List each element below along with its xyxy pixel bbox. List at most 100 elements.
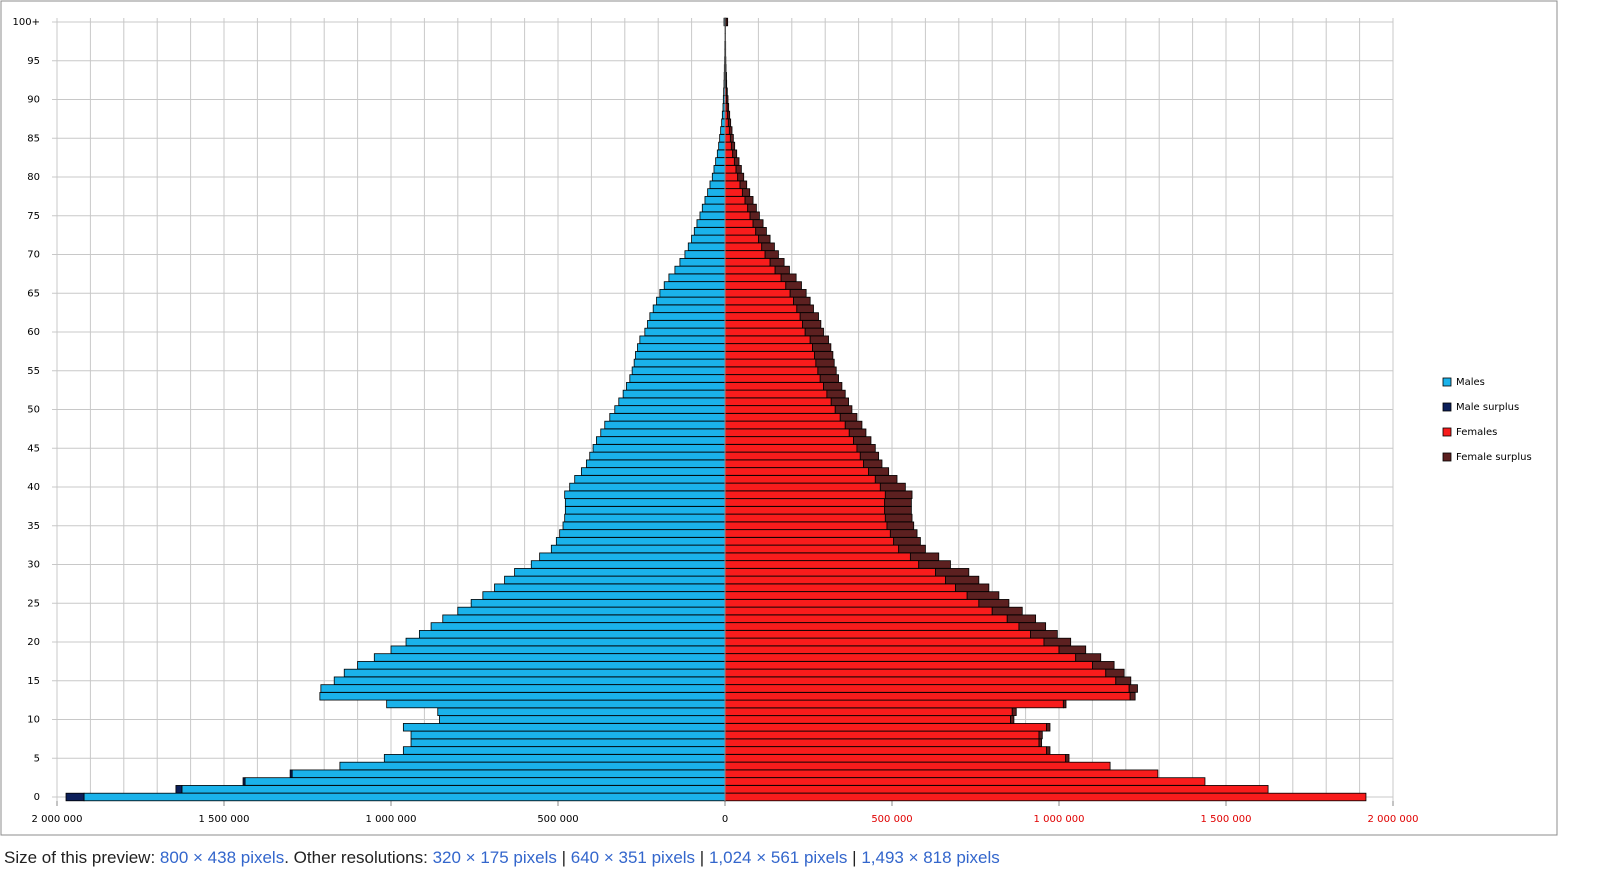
bar — [696, 219, 726, 228]
bar — [724, 327, 806, 337]
y-tick-label: 25 — [27, 598, 40, 609]
bar — [724, 343, 813, 352]
bar — [853, 436, 872, 445]
bar — [724, 490, 886, 499]
bar — [758, 234, 771, 244]
bar — [592, 444, 726, 453]
legend-swatch — [1442, 402, 1452, 412]
bar — [724, 699, 1064, 709]
bar — [735, 165, 742, 174]
bar — [724, 413, 841, 422]
bar — [564, 506, 726, 515]
bar — [724, 715, 1011, 724]
caption-other-label: . Other resolutions: — [284, 848, 428, 867]
bar — [724, 707, 1013, 716]
bar — [724, 289, 791, 298]
bar — [724, 203, 749, 213]
bar — [886, 521, 915, 530]
bar — [1075, 653, 1102, 662]
bar — [1128, 684, 1138, 693]
bar — [639, 335, 726, 344]
bar — [1115, 676, 1132, 685]
bar — [383, 754, 726, 763]
bar — [569, 482, 726, 492]
bar — [724, 196, 746, 205]
bar — [319, 692, 726, 701]
separator: | — [699, 848, 705, 867]
bar — [834, 405, 853, 414]
bar — [659, 289, 726, 298]
chart: 0 5 10 15 20 25 30 35 40 45 50 55 60 65 70 75 80 85 90 95 10… — [0, 0, 1558, 836]
bar — [1129, 692, 1136, 701]
x-tick-label: 0 — [722, 814, 728, 825]
bar — [893, 537, 921, 546]
bar — [457, 606, 726, 616]
bar — [718, 141, 726, 151]
bar — [470, 599, 726, 608]
bar — [725, 72, 727, 81]
bar — [618, 397, 726, 406]
x-tick-label: 500 000 — [537, 814, 578, 825]
bar — [1018, 622, 1047, 631]
bar — [814, 351, 834, 360]
bar — [539, 552, 726, 561]
bar — [839, 413, 858, 422]
bar — [884, 513, 913, 523]
bar — [600, 428, 726, 437]
bar — [482, 591, 726, 600]
y-tick-label: 10 — [27, 715, 40, 726]
resolution-link[interactable]: 1,493 × 818 pixels — [861, 848, 1000, 867]
bar — [724, 529, 891, 538]
bar — [504, 575, 726, 585]
bar — [1011, 707, 1017, 716]
bar — [649, 312, 726, 321]
resolution-link[interactable]: 320 × 175 pixels — [432, 848, 557, 867]
bar — [774, 265, 790, 275]
bar — [724, 723, 1048, 732]
bar — [1038, 730, 1043, 740]
bar — [711, 172, 726, 182]
bar — [724, 281, 787, 290]
bar — [724, 141, 732, 151]
bar — [564, 513, 726, 523]
bar — [724, 761, 1111, 771]
bar — [674, 265, 726, 275]
bar — [724, 389, 828, 399]
legend-swatch — [1442, 377, 1452, 387]
bar — [724, 366, 819, 375]
bar — [580, 467, 726, 476]
bar — [430, 622, 726, 631]
resolution-link[interactable]: 640 × 351 pixels — [570, 848, 696, 867]
bar — [724, 467, 870, 476]
bar — [357, 661, 726, 670]
y-tick-label: 5 — [34, 753, 40, 764]
bar — [635, 351, 726, 360]
bar — [724, 397, 832, 406]
bar — [724, 668, 1107, 678]
bar — [729, 134, 734, 143]
preview-link[interactable]: 800 × 438 pixels — [159, 848, 285, 867]
bar — [819, 374, 839, 383]
bar — [609, 413, 726, 422]
bar — [704, 196, 726, 205]
bar — [935, 568, 970, 577]
bar — [550, 544, 726, 554]
bar — [1046, 746, 1051, 755]
y-tick-label: 70 — [27, 250, 40, 261]
bar — [652, 304, 726, 313]
bar — [555, 537, 726, 546]
bar — [737, 172, 745, 182]
bar — [991, 606, 1023, 616]
bar — [724, 351, 815, 360]
separator: | — [561, 848, 567, 867]
bar — [724, 227, 757, 236]
bar — [439, 715, 726, 724]
resolution-link[interactable]: 1,024 × 561 pixels — [708, 848, 848, 867]
bar — [494, 583, 726, 592]
bar — [817, 366, 837, 375]
bar — [1092, 661, 1115, 670]
bar — [574, 475, 726, 484]
bar — [724, 645, 1060, 654]
bar — [1065, 754, 1070, 763]
bar — [724, 661, 1093, 670]
